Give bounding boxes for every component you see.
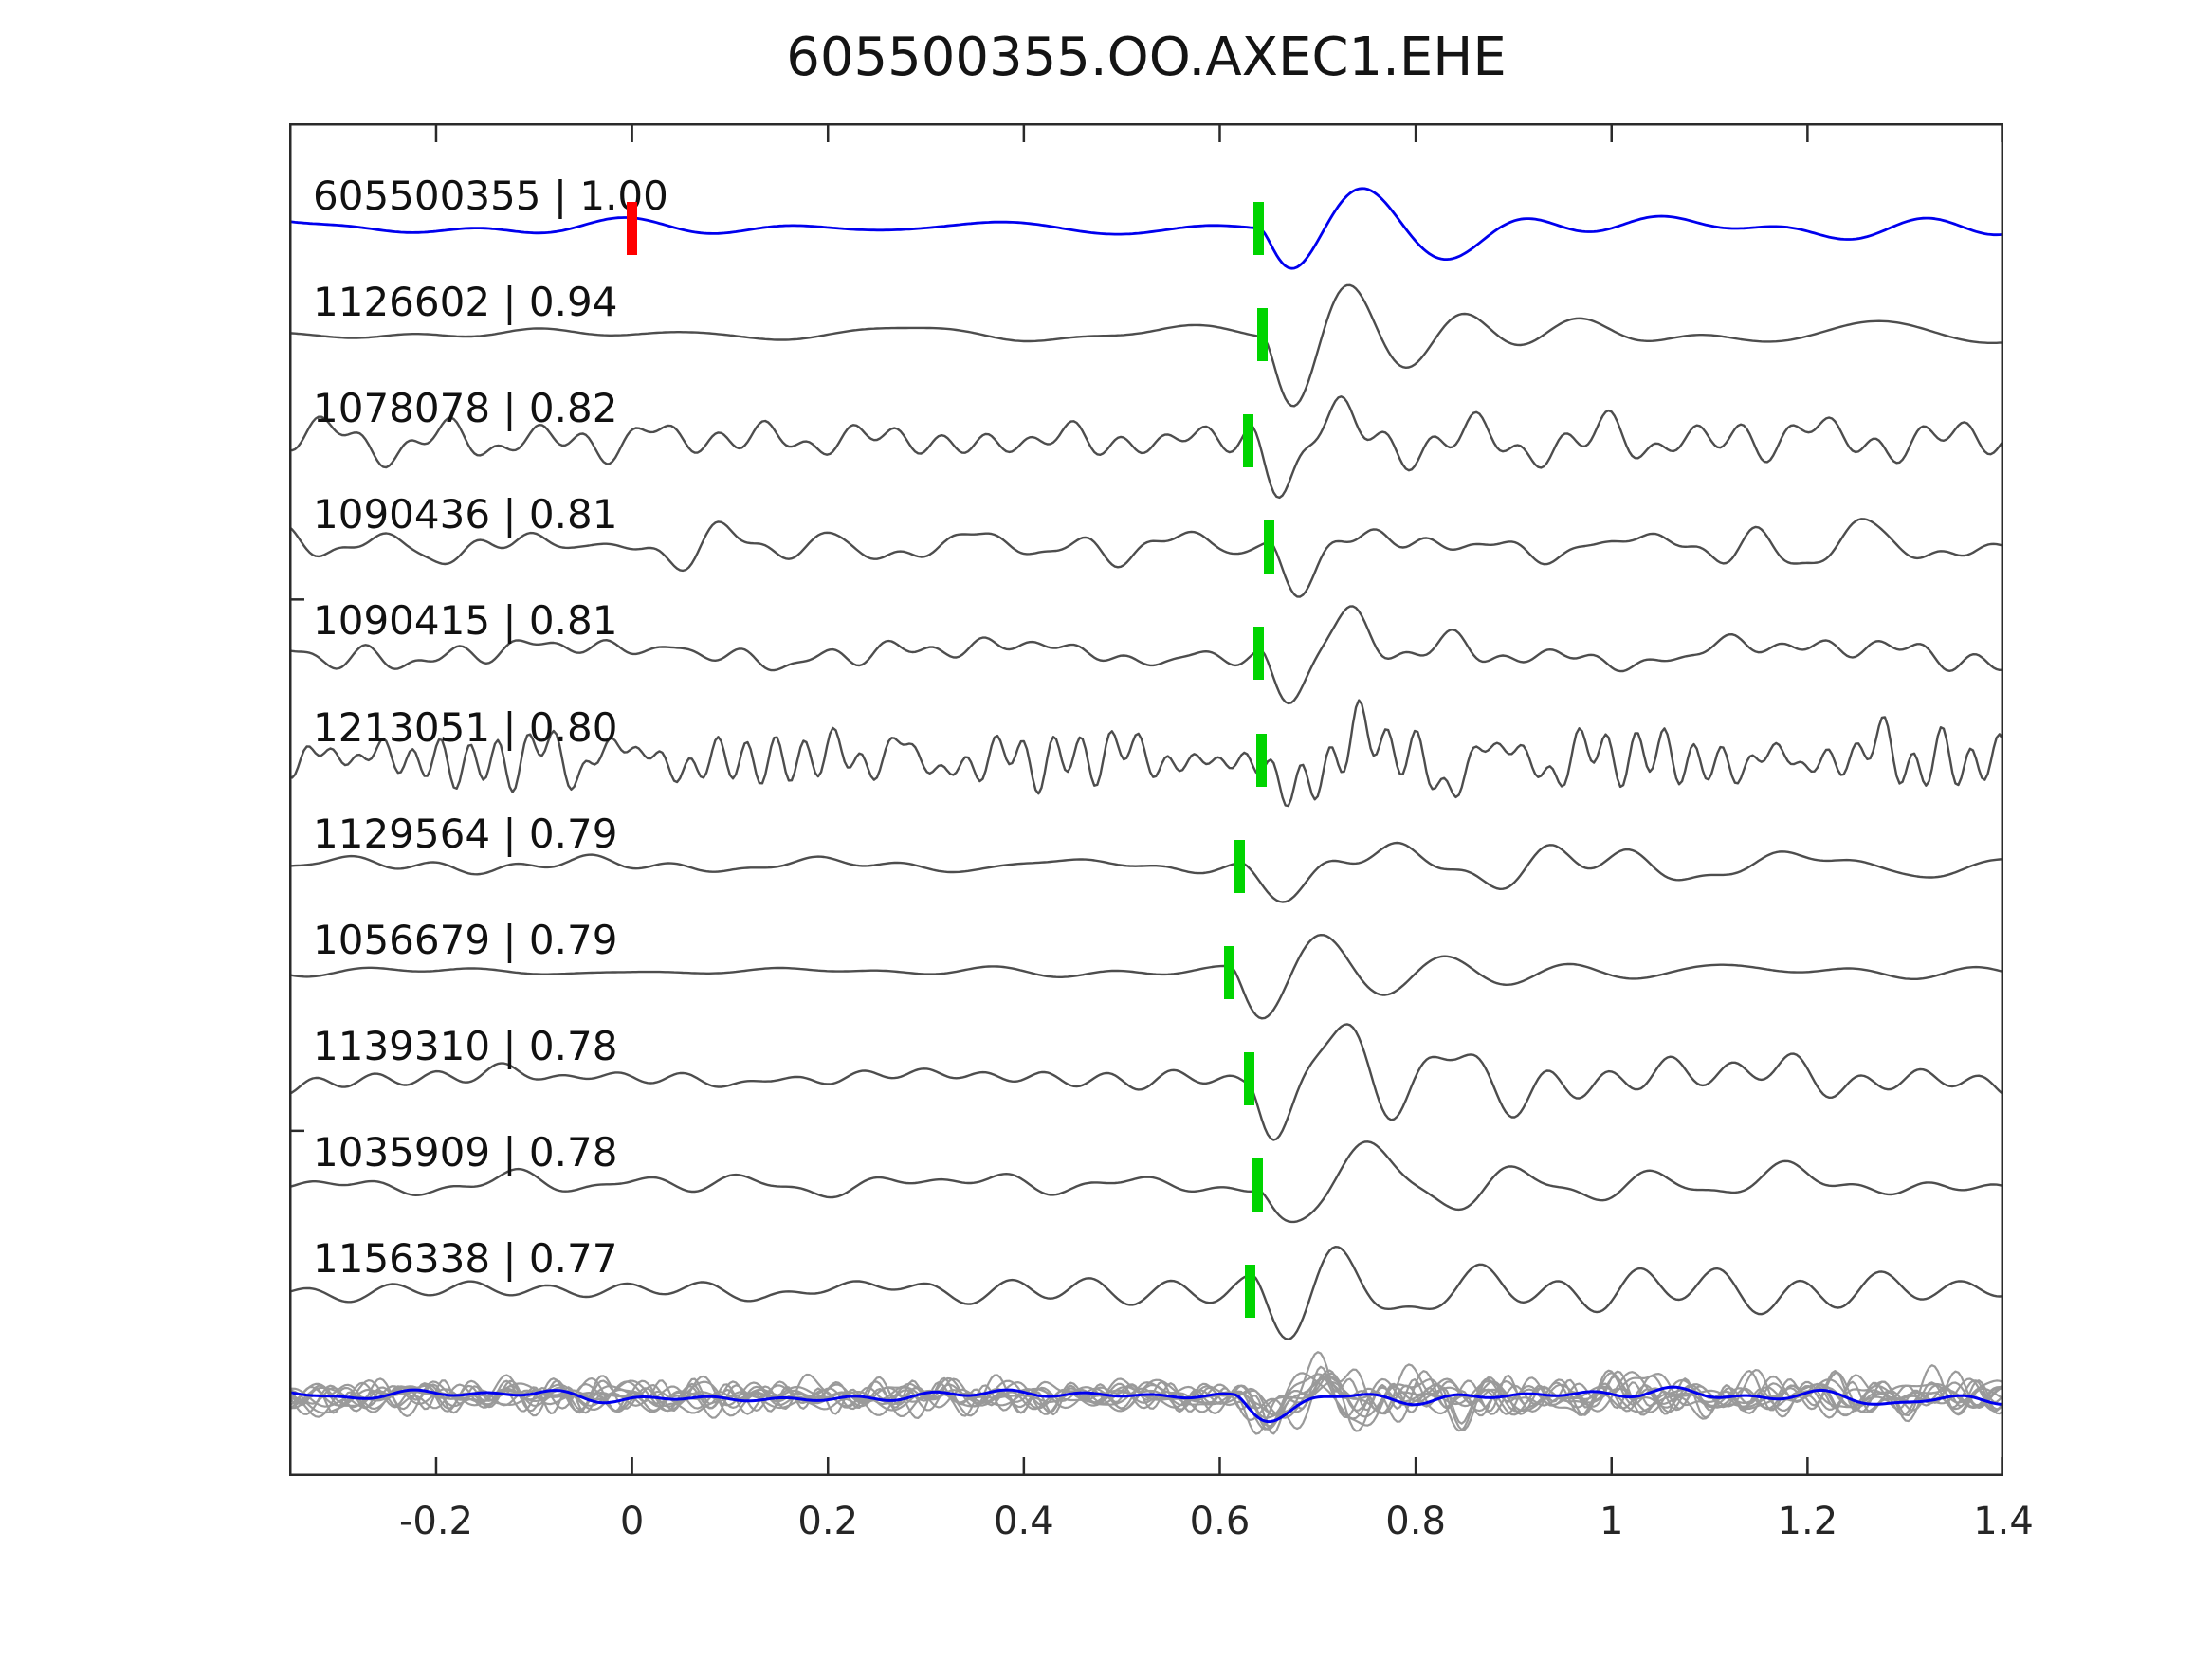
phase-pick-marker bbox=[1242, 414, 1253, 468]
phase-pick-marker bbox=[1234, 839, 1245, 893]
detection-trace bbox=[289, 1023, 2003, 1141]
x-tick-label: -0.2 bbox=[398, 1500, 473, 1543]
phase-pick-marker bbox=[1245, 1265, 1255, 1318]
trace-label: 1156338 | 0.77 bbox=[313, 1235, 618, 1282]
overlay-gray-trace bbox=[289, 1363, 2003, 1435]
phase-pick-marker bbox=[1224, 945, 1235, 999]
detection-trace bbox=[289, 395, 2003, 500]
trace-label: 1090415 | 0.81 bbox=[313, 597, 618, 645]
trace-label: 1129564 | 0.79 bbox=[313, 810, 618, 857]
phase-pick-marker bbox=[1243, 1051, 1254, 1105]
template-origin-marker bbox=[627, 202, 638, 255]
trace-label: 1139310 | 0.78 bbox=[313, 1022, 618, 1069]
detection-trace bbox=[289, 1140, 2003, 1224]
detection-trace bbox=[289, 605, 2003, 705]
trace-label: 1056679 | 0.79 bbox=[313, 916, 618, 963]
trace-label: 605500355 | 1.00 bbox=[313, 173, 668, 219]
chart-title: 605500355.OO.AXEC1.EHE bbox=[786, 27, 1507, 88]
x-tick-label: 0.8 bbox=[1385, 1500, 1446, 1543]
detection-trace bbox=[289, 934, 2003, 1020]
template-trace bbox=[289, 187, 2003, 270]
trace-label: 1035909 | 0.78 bbox=[313, 1128, 618, 1176]
detection-trace bbox=[289, 518, 2003, 598]
x-tick-label: 1.4 bbox=[1973, 1500, 2034, 1543]
x-tick-label: 0 bbox=[619, 1500, 645, 1543]
overlay-template-trace bbox=[289, 1385, 2003, 1424]
x-tick-label: 1 bbox=[1600, 1500, 1624, 1543]
phase-pick-marker bbox=[1253, 202, 1265, 255]
trace-label: 1090436 | 0.81 bbox=[313, 491, 618, 538]
detection-trace bbox=[289, 841, 2003, 903]
x-tick-label: 0.6 bbox=[1189, 1500, 1251, 1543]
plot-border bbox=[289, 123, 2003, 1476]
waveform-canvas bbox=[289, 123, 2003, 1476]
x-tick-label: 0.2 bbox=[797, 1500, 859, 1543]
x-tick-label: 1.2 bbox=[1777, 1500, 1838, 1543]
phase-pick-marker bbox=[1252, 1158, 1264, 1212]
x-tick-label: 0.4 bbox=[994, 1500, 1054, 1543]
detection-trace bbox=[289, 699, 2003, 808]
phase-pick-marker bbox=[1256, 733, 1268, 787]
trace-label: 1078078 | 0.82 bbox=[313, 385, 618, 432]
trace-label: 1213051 | 0.80 bbox=[313, 703, 618, 751]
phase-pick-marker bbox=[1263, 520, 1274, 574]
phase-pick-marker bbox=[1253, 627, 1265, 681]
detection-trace bbox=[289, 1245, 2003, 1340]
trace-label: 1126602 | 0.94 bbox=[313, 279, 618, 326]
detection-trace bbox=[289, 283, 2003, 408]
phase-pick-marker bbox=[1257, 308, 1269, 362]
plot-area bbox=[289, 123, 2003, 1476]
